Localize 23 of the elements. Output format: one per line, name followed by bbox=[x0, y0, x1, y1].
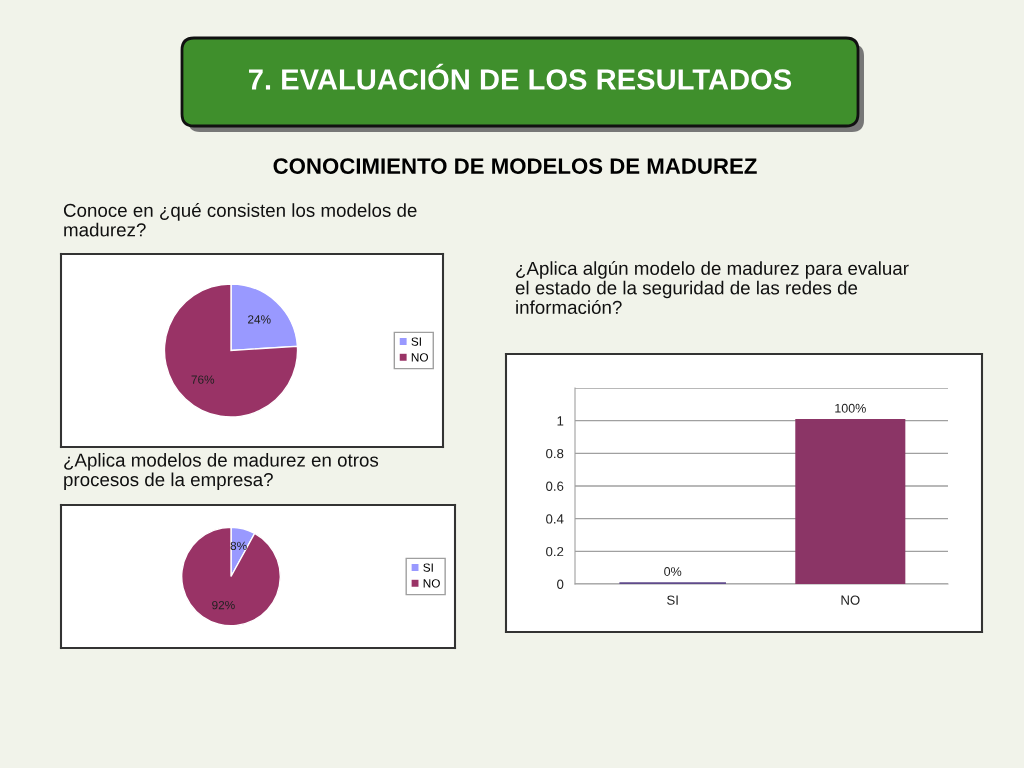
y-tick-label: 0.2 bbox=[546, 546, 564, 557]
text: 7. EVALUACIÓN DE LOS RESULTADOS bbox=[248, 63, 792, 90]
legend-label: SI bbox=[423, 563, 433, 572]
legend-label: SI bbox=[411, 337, 421, 346]
pie-slice bbox=[163, 283, 299, 418]
data-label: 24% bbox=[248, 315, 271, 324]
text: CONOCIMIENTO DE MODELOS DE MADUREZ bbox=[273, 158, 757, 174]
legend-label: NO bbox=[423, 579, 440, 588]
y-tick-label: 0.4 bbox=[546, 514, 564, 524]
data-label: 92% bbox=[212, 600, 235, 610]
y-tick-label: 0 bbox=[557, 579, 564, 589]
data-label: 76% bbox=[191, 375, 215, 384]
chart-title: ¿Aplica algún modelo de madurez para evaluar el estado de la seguridad de las redes de información? bbox=[515, 261, 909, 315]
y-tick-label: 1 bbox=[557, 416, 564, 426]
y-tick-label: 0.8 bbox=[546, 448, 564, 459]
pie-slice bbox=[180, 526, 282, 627]
data-label: 100% bbox=[835, 403, 866, 413]
data-label: 8% bbox=[230, 541, 247, 551]
chart-title: Conoce en ¿qué consisten los modelos de madurez? bbox=[63, 203, 417, 237]
legend-label: NO bbox=[411, 353, 428, 362]
data-label: 0% bbox=[664, 567, 682, 576]
y-tick-label: 0.6 bbox=[546, 481, 564, 491]
chart-title: ¿Aplica modelos de madurez en otros procesos de la empresa? bbox=[64, 453, 379, 490]
